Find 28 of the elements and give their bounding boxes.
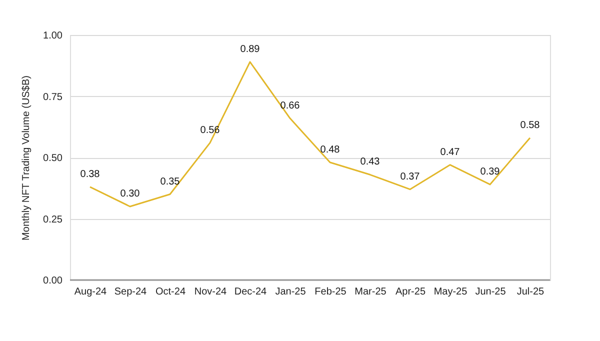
x-tick-label: Feb-25 [314, 286, 347, 298]
x-tick-label: Jan-25 [275, 286, 306, 298]
x-tick-label: Jul-25 [516, 286, 545, 298]
data-label: 0.47 [440, 146, 460, 158]
data-label: 0.38 [80, 168, 100, 180]
y-tick-label: 0.00 [43, 276, 63, 286]
y-tick-label: 0.50 [43, 153, 63, 164]
data-label: 0.30 [120, 188, 140, 200]
x-tick-label: Jun-25 [475, 286, 506, 298]
x-tick-label: Nov-24 [194, 286, 228, 298]
x-tick-label: Dec-24 [234, 286, 268, 298]
data-label: 0.89 [240, 44, 260, 55]
y-tick-label: 1.00 [43, 30, 63, 42]
data-label: 0.48 [320, 144, 340, 156]
x-tick-label: Sep-24 [114, 286, 148, 298]
data-label: 0.35 [160, 176, 180, 188]
data-label: 0.43 [360, 156, 380, 168]
y-tick-label: 0.25 [43, 214, 63, 226]
x-tick-label: May-25 [434, 286, 468, 298]
data-label: 0.58 [520, 120, 540, 131]
data-label: 0.37 [400, 171, 420, 182]
data-label: 0.39 [480, 166, 500, 178]
x-tick-label: Aug-24 [74, 286, 108, 298]
x-tick-label: Apr-25 [395, 286, 426, 298]
y-axis-title: Monthly NFT Trading Volume (US$B) [21, 76, 32, 240]
x-tick-label: Mar-25 [354, 286, 387, 298]
x-tick-label: Oct-24 [155, 286, 186, 298]
y-tick-label: 0.75 [43, 92, 63, 103]
